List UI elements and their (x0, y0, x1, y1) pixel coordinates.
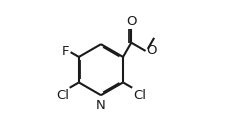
Text: O: O (146, 44, 156, 57)
Text: O: O (126, 15, 136, 28)
Text: F: F (61, 45, 69, 58)
Text: Cl: Cl (56, 89, 69, 102)
Text: N: N (96, 99, 105, 112)
Text: Cl: Cl (132, 89, 145, 102)
